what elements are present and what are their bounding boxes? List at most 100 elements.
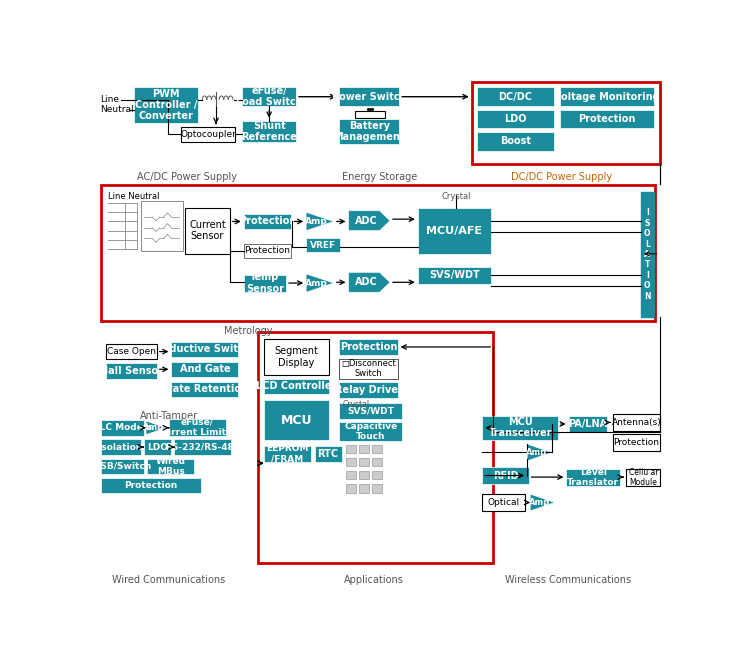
Bar	[560, 110, 654, 128]
Bar	[101, 439, 141, 455]
Bar	[172, 362, 238, 377]
Text: MCU/AFE: MCU/AFE	[426, 226, 482, 236]
Bar	[243, 274, 286, 291]
Text: ADC: ADC	[354, 216, 377, 226]
Bar	[346, 458, 356, 466]
Bar	[101, 185, 655, 321]
Bar	[627, 469, 660, 486]
Bar	[339, 119, 400, 143]
Bar	[263, 400, 329, 440]
Bar	[243, 214, 292, 229]
Bar	[355, 111, 385, 117]
Text: Applications: Applications	[344, 575, 404, 585]
Text: Anti-Tamper: Anti-Tamper	[140, 411, 198, 421]
Text: I
S
O
L
A
T
I
O
N: I S O L A T I O N	[644, 209, 650, 301]
Bar	[372, 445, 383, 453]
Text: State Retention: State Retention	[161, 384, 249, 394]
Bar	[359, 471, 369, 479]
Text: Line Neutral: Line Neutral	[108, 192, 160, 201]
Bar	[359, 484, 369, 492]
Text: Crystal: Crystal	[343, 400, 369, 409]
Text: LDO: LDO	[147, 443, 168, 452]
Text: Battery
Management: Battery Management	[334, 121, 405, 142]
Bar	[101, 478, 201, 494]
Text: Protection: Protection	[579, 114, 636, 124]
Text: RTC: RTC	[317, 449, 339, 459]
Text: Wired Communications: Wired Communications	[112, 575, 226, 585]
Bar	[477, 132, 554, 151]
Text: Relay Driver: Relay Driver	[334, 385, 403, 395]
Text: Case Open: Case Open	[107, 347, 156, 356]
Bar	[258, 333, 494, 563]
Bar	[359, 458, 369, 466]
Text: Crystal: Crystal	[442, 192, 471, 201]
Text: Shunt
Reference: Shunt Reference	[241, 121, 297, 142]
Text: Current
Sensor: Current Sensor	[189, 220, 226, 241]
Bar	[314, 445, 342, 462]
Bar	[181, 126, 235, 142]
Bar	[339, 87, 400, 106]
Bar	[306, 239, 340, 252]
Text: Hall Sensor: Hall Sensor	[100, 366, 163, 376]
Text: PA/LNA: PA/LNA	[568, 419, 608, 429]
Text: Protection: Protection	[245, 246, 291, 255]
Text: Optocoupler: Optocoupler	[181, 130, 236, 139]
Bar	[482, 415, 558, 440]
Text: Inductive Switch: Inductive Switch	[159, 344, 251, 354]
Bar	[641, 192, 654, 317]
Bar	[339, 382, 397, 398]
Text: PLC Modem: PLC Modem	[92, 423, 152, 432]
Bar	[613, 434, 659, 451]
Bar	[482, 467, 528, 484]
Text: SVS/WDT: SVS/WDT	[429, 271, 480, 280]
Bar	[418, 267, 491, 284]
Bar	[367, 108, 373, 110]
Bar	[346, 445, 356, 453]
Text: Amp: Amp	[526, 448, 547, 457]
Text: VREF: VREF	[310, 241, 336, 250]
Text: Segment
Display: Segment Display	[275, 346, 318, 368]
Text: Temp
Sensor: Temp Sensor	[246, 273, 284, 293]
Text: MCU
Transceiver: MCU Transceiver	[488, 417, 552, 438]
Text: MCU: MCU	[280, 413, 312, 426]
Bar	[566, 469, 620, 486]
Bar	[242, 87, 296, 106]
Text: DC/DC: DC/DC	[499, 92, 533, 102]
Text: Amp: Amp	[306, 278, 328, 288]
Text: eFuse/
Current Limiter: eFuse/ Current Limiter	[158, 417, 237, 437]
Text: Cellu ar
Module: Cellu ar Module	[628, 467, 658, 486]
Text: ADC: ADC	[354, 277, 377, 288]
Bar	[106, 363, 157, 379]
Polygon shape	[349, 273, 390, 292]
Text: Optical: Optical	[488, 498, 519, 507]
Text: Power Switch: Power Switch	[332, 92, 406, 102]
Bar	[477, 110, 554, 128]
Text: RFID: RFID	[493, 471, 518, 481]
Polygon shape	[306, 274, 334, 292]
Bar	[339, 339, 397, 355]
Bar	[172, 381, 238, 397]
Bar	[106, 344, 157, 359]
Bar	[175, 439, 232, 455]
Bar	[147, 458, 195, 474]
Bar	[372, 471, 383, 479]
Text: Protection: Protection	[613, 438, 659, 447]
Text: Amp: Amp	[529, 498, 550, 507]
Polygon shape	[530, 494, 555, 511]
Bar	[242, 121, 296, 142]
Text: Protection: Protection	[239, 216, 296, 226]
Text: Isolation: Isolation	[98, 443, 143, 452]
Bar	[101, 458, 144, 474]
Bar	[359, 445, 369, 453]
Bar	[471, 82, 659, 164]
Text: Wired
MBus: Wired MBus	[155, 457, 186, 476]
Text: Boost: Boost	[500, 136, 531, 147]
Bar	[560, 87, 654, 106]
Bar	[263, 445, 312, 462]
Bar	[172, 342, 238, 357]
Text: USB/Switch: USB/Switch	[93, 462, 151, 471]
Polygon shape	[146, 421, 166, 435]
Text: Amp: Amp	[143, 423, 164, 432]
Text: Metrology: Metrology	[224, 326, 272, 336]
Bar	[243, 244, 292, 258]
